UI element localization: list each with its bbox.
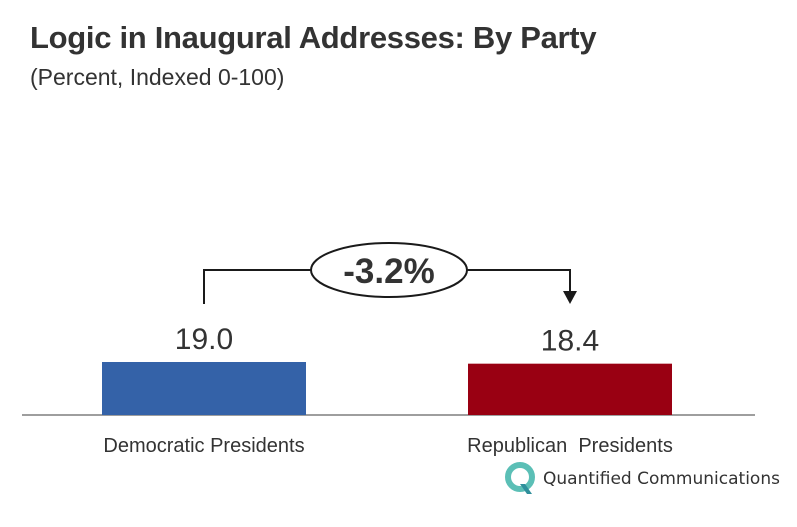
bar-republican	[468, 363, 672, 415]
change-badge	[310, 242, 468, 298]
bar-democratic	[102, 362, 306, 415]
chart-title: Logic in Inaugural Addresses: By Party	[30, 20, 597, 55]
arrow-down-icon	[563, 291, 577, 304]
value-label: 19.0	[175, 323, 233, 356]
category-label: Republican Presidents	[467, 435, 673, 457]
value-label: 18.4	[541, 325, 599, 358]
q-logo-icon	[505, 462, 535, 494]
chart-subtitle: (Percent, Indexed 0-100)	[30, 64, 285, 90]
category-label: Democratic Presidents	[103, 435, 304, 457]
change-label: -3.2%	[343, 252, 434, 291]
change-bracket: -3.2%	[203, 242, 577, 304]
brand-name: Quantified Communications	[543, 469, 780, 489]
brand-logo: Quantified Communications	[505, 462, 780, 496]
